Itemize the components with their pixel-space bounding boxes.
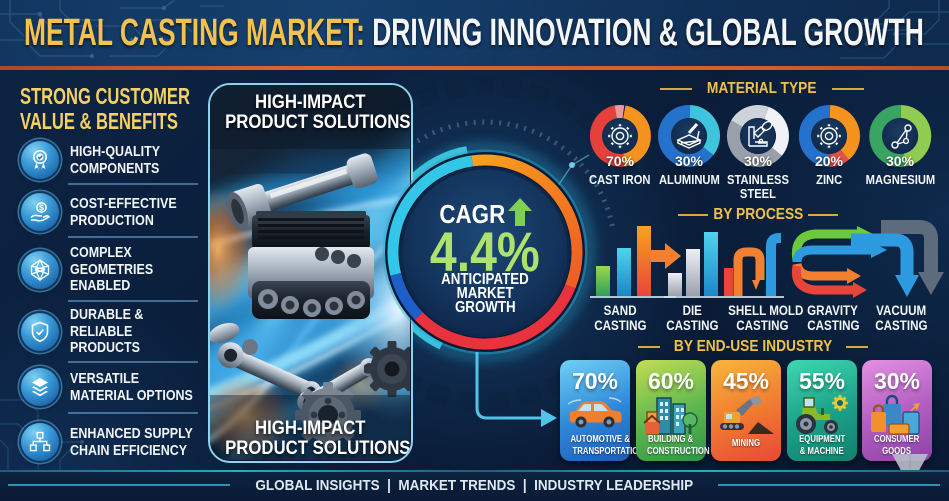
svg-text:$: $ [39,203,44,213]
